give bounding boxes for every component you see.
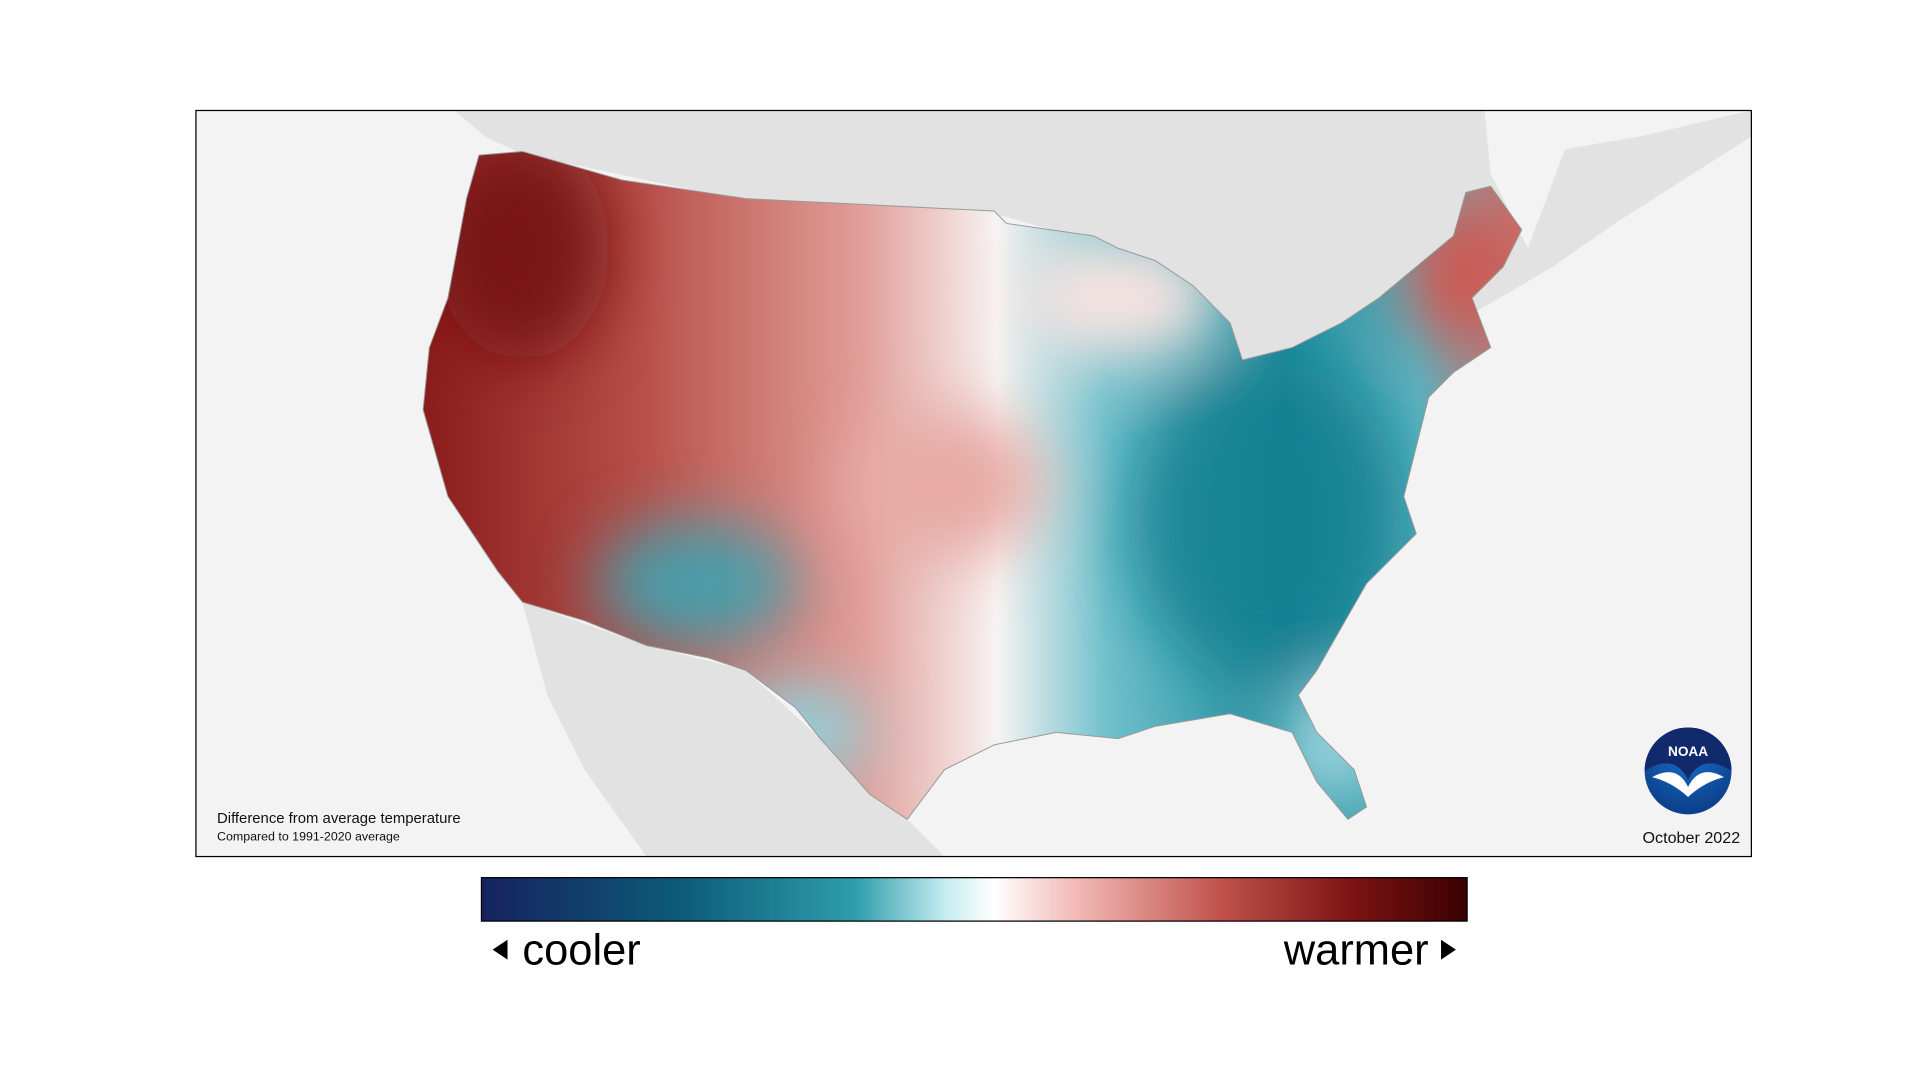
legend-high: warmer xyxy=(1283,927,1429,975)
map xyxy=(195,110,1752,857)
map-frame xyxy=(195,109,1752,858)
color-scale xyxy=(480,877,1468,922)
caption-title: Difference from average temperature xyxy=(217,811,461,827)
logo-text: NOAA xyxy=(1668,744,1708,759)
caption-subtitle: Compared to 1991-2020 average xyxy=(217,829,400,843)
date-label: October 2022 xyxy=(1642,829,1740,847)
legend-low: cooler xyxy=(522,927,640,975)
noaa-logo: NOAA xyxy=(1644,727,1732,815)
arrow-right xyxy=(1441,939,1456,960)
arrow-left xyxy=(492,939,508,960)
mexico xyxy=(522,602,945,857)
